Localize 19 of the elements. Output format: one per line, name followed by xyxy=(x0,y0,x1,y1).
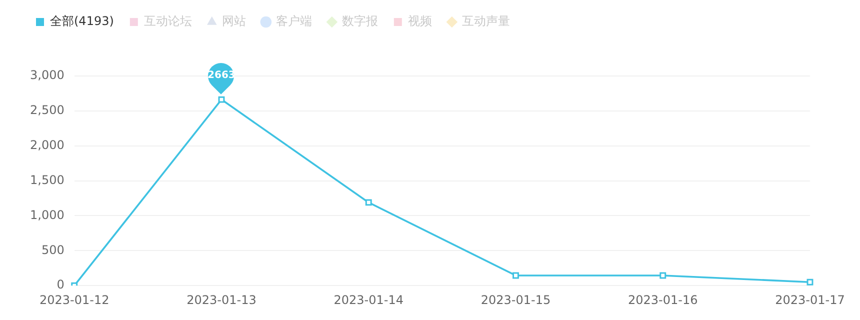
x-tick-label: 2023-01-16 xyxy=(628,292,698,307)
y-tick-label: 2,500 xyxy=(30,103,64,118)
x-tick-label: 2023-01-15 xyxy=(480,292,551,307)
y-tick-label: 0 xyxy=(56,278,64,292)
point xyxy=(660,272,666,279)
y-tick-label: 2,000 xyxy=(30,138,64,152)
point xyxy=(512,272,519,279)
y-tick-label: 1,000 xyxy=(30,208,64,222)
x-tick-label: 2023-01-13 xyxy=(186,292,256,307)
x-tick-label: 2023-01-17 xyxy=(775,292,845,307)
point xyxy=(365,199,372,206)
y-tick-label: 500 xyxy=(41,242,64,257)
x-tick-label: 2023-01-12 xyxy=(39,292,110,307)
y-tick-label: 3,000 xyxy=(30,68,64,82)
point xyxy=(806,278,814,286)
point xyxy=(218,96,225,103)
legend-label: 全部(4193) xyxy=(50,14,114,28)
y-tick-label: 1,500 xyxy=(30,172,64,187)
x-tick-label: 2023-01-14 xyxy=(334,292,404,307)
